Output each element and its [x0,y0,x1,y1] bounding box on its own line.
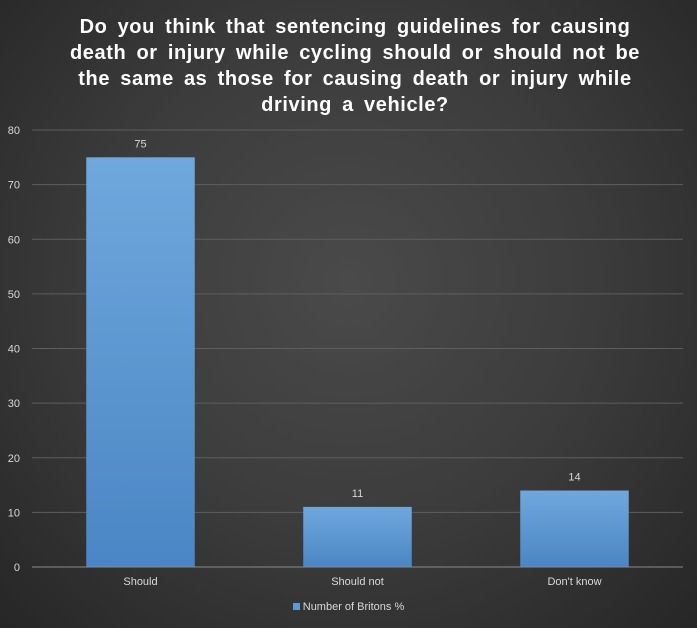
y-tick-label: 0 [14,562,20,574]
chart-title: Do you think that sentencing guidelines … [69,16,641,116]
axes: 0 10 20 30 40 50 60 70 80 Should Should not Don't k… [8,125,683,588]
bar-don-t-know [520,490,629,567]
data-label: 75 [134,138,146,150]
data-label: 11 [352,488,363,500]
x-tick-label: Should not [331,576,384,588]
y-tick-label: 50 [8,289,20,301]
y-tick-label: 60 [8,234,20,246]
y-tick-label: 10 [8,507,20,519]
x-tick-label: Don't know [547,576,601,588]
y-tick-label: 70 [8,180,20,192]
y-tick-label: 20 [8,453,20,465]
bar-should-not [303,506,412,567]
x-tick-label: Should [123,576,157,588]
bars: 75 11 14 [86,138,629,567]
data-label: 14 [568,472,580,484]
y-tick-label: 30 [8,398,20,410]
legend: Number of Britons % [0,601,697,613]
y-tick-label: 40 [8,344,20,356]
legend-label: Number of Britons % [302,601,405,613]
legend-swatch [292,603,300,610]
y-tick-label: 80 [8,125,20,137]
bar-should [86,157,195,567]
